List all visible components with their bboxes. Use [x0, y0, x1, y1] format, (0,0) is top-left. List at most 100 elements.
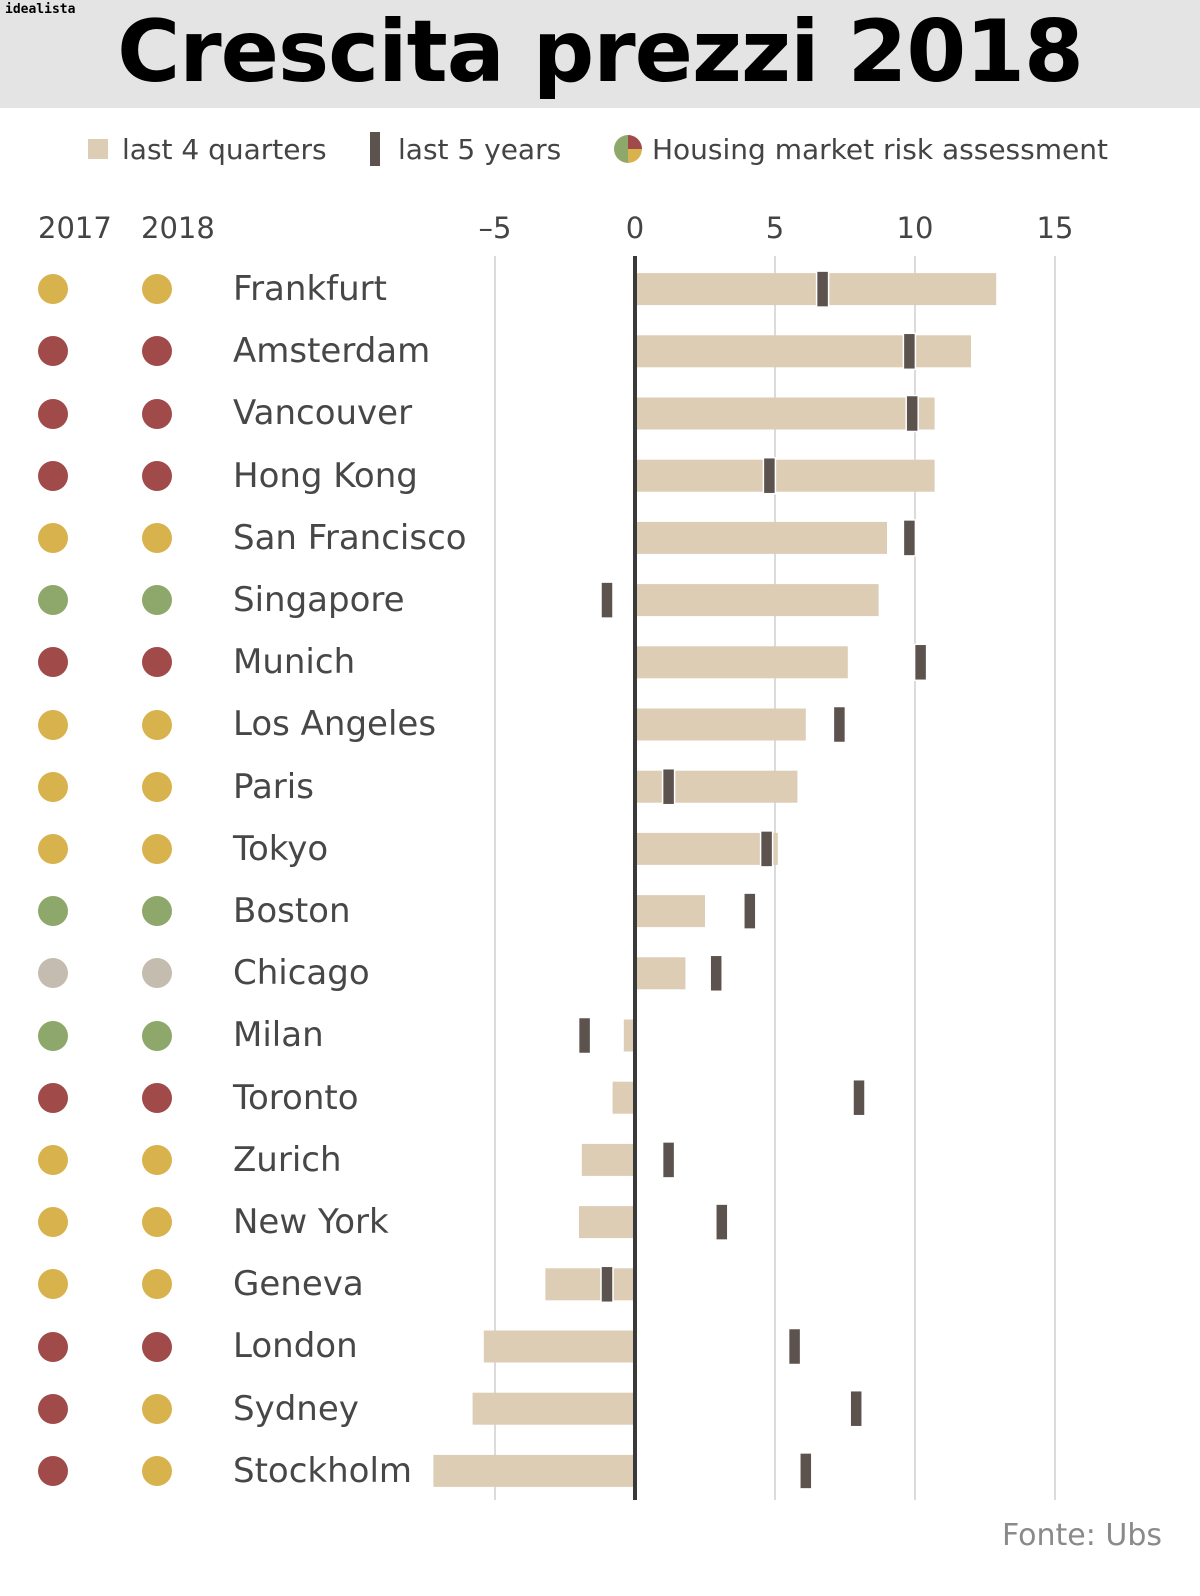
x-tick-label: 0	[626, 211, 644, 245]
x-tick-label: –5	[479, 211, 512, 245]
risk-dot-2017	[38, 460, 68, 491]
marker-last-5-years	[577, 1016, 592, 1055]
city-label: Singapore	[233, 580, 405, 620]
marker-last-5-years	[849, 1389, 863, 1428]
marker-last-5-years	[759, 830, 774, 868]
bar-last-4-quarters	[472, 1392, 635, 1425]
risk-dot-2017	[38, 647, 68, 678]
marker-last-5-years	[709, 954, 723, 993]
legend-quarters-label: last 4 quarters	[122, 133, 327, 166]
source-note: Fonte: Ubs	[1001, 1518, 1162, 1553]
risk-dot-2017	[38, 1455, 68, 1486]
bar-last-4-quarters	[635, 957, 686, 990]
risk-dot-2017	[38, 771, 68, 802]
city-label: Boston	[233, 891, 351, 931]
legend-risk: Housing market risk assessment	[614, 130, 1108, 170]
x-tick-label: 10	[897, 211, 934, 245]
city-label: Sydney	[233, 1388, 359, 1429]
marker-last-5-years	[600, 581, 614, 619]
header-banner: idealista Crescita prezzi 2018	[0, 0, 1200, 108]
city-label: Zurich	[233, 1139, 342, 1180]
bar-last-4-quarters	[581, 1143, 635, 1176]
risk-dot-2018	[142, 1020, 172, 1051]
chart-title: Crescita prezzi 2018	[117, 2, 1084, 102]
bar-last-4-quarters	[623, 1019, 635, 1052]
city-label: Vancouver	[233, 393, 413, 434]
bar-last-4-quarters	[635, 273, 997, 306]
city-label: Milan	[233, 1015, 324, 1056]
marker-last-5-years	[815, 270, 830, 308]
marker-last-5-years	[832, 705, 847, 744]
marker-last-5-years	[600, 1265, 614, 1304]
risk-dot-2018	[142, 896, 172, 927]
risk-pie-icon	[614, 135, 642, 163]
risk-dot-2017	[38, 1207, 68, 1238]
city-label: San Francisco	[233, 517, 467, 558]
risk-dot-2017	[38, 1393, 68, 1424]
risk-dot-2017	[38, 1082, 68, 1113]
risk-dot-2017	[38, 1020, 68, 1051]
marker-last-5-years	[902, 519, 917, 557]
bar-last-4-quarters	[635, 335, 971, 368]
risk-dot-2018	[142, 709, 172, 740]
marker-last-5-years	[905, 394, 919, 433]
risk-dot-2017	[38, 1144, 68, 1175]
risk-dot-2017	[38, 274, 68, 305]
city-label: New York	[233, 1202, 389, 1242]
legend-years-swatch	[370, 132, 380, 166]
risk-dot-2018	[142, 1144, 172, 1175]
x-tick-label: 15	[1037, 211, 1074, 245]
risk-dot-2018	[142, 460, 172, 491]
bar-last-4-quarters	[635, 832, 778, 865]
city-label: Tokyo	[233, 828, 329, 869]
bar-last-4-quarters	[635, 770, 798, 803]
risk-dot-2018	[142, 522, 172, 553]
risk-dot-2017	[38, 398, 68, 429]
risk-dot-2018	[142, 1269, 172, 1300]
risk-dot-2018	[142, 1331, 172, 1362]
marker-last-5-years	[762, 456, 777, 495]
risk-dot-2018	[142, 585, 172, 616]
city-label: Los Angeles	[233, 704, 437, 745]
risk-dot-2017	[38, 709, 68, 740]
city-label: Stockholm	[233, 1450, 413, 1491]
marker-last-5-years	[913, 643, 928, 682]
city-label: Paris	[233, 766, 314, 807]
legend-years: last 5 years	[370, 130, 561, 170]
city-label: Munich	[233, 642, 356, 683]
bar-last-4-quarters	[635, 459, 935, 492]
risk-dot-2017	[38, 522, 68, 553]
marker-last-5-years	[715, 1203, 729, 1241]
risk-dot-2018	[142, 1455, 172, 1486]
column-header-2017: 2017	[38, 211, 112, 245]
bar-last-4-quarters	[635, 521, 887, 554]
city-label: Amsterdam	[233, 331, 431, 372]
risk-dot-2018	[142, 336, 172, 367]
risk-dot-2017	[38, 833, 68, 864]
risk-dot-2018	[142, 1393, 172, 1424]
risk-dot-2017	[38, 896, 68, 927]
marker-last-5-years	[787, 1327, 802, 1366]
risk-dot-2018	[142, 1207, 172, 1238]
marker-last-5-years	[661, 767, 676, 806]
x-tick-label: 5	[766, 211, 784, 245]
risk-dot-2017	[38, 1331, 68, 1362]
bar-last-4-quarters	[545, 1268, 635, 1301]
city-label: London	[233, 1326, 358, 1367]
column-header-2018: 2018	[141, 211, 215, 245]
risk-dot-2018	[142, 1082, 172, 1113]
bar-last-4-quarters	[635, 895, 705, 928]
brand-logo-text: idealista	[5, 2, 76, 17]
risk-dot-2017	[38, 585, 68, 616]
marker-last-5-years	[852, 1078, 866, 1117]
bar-last-4-quarters	[579, 1206, 635, 1239]
city-label: Frankfurt	[233, 269, 387, 309]
legend-quarters-swatch	[88, 139, 108, 159]
marker-last-5-years	[743, 892, 757, 930]
bar-last-4-quarters	[635, 708, 806, 741]
risk-dot-2018	[142, 833, 172, 864]
bar-last-4-quarters	[635, 646, 848, 679]
legend-quarters: last 4 quarters	[88, 130, 327, 170]
bar-last-4-quarters	[433, 1454, 635, 1487]
